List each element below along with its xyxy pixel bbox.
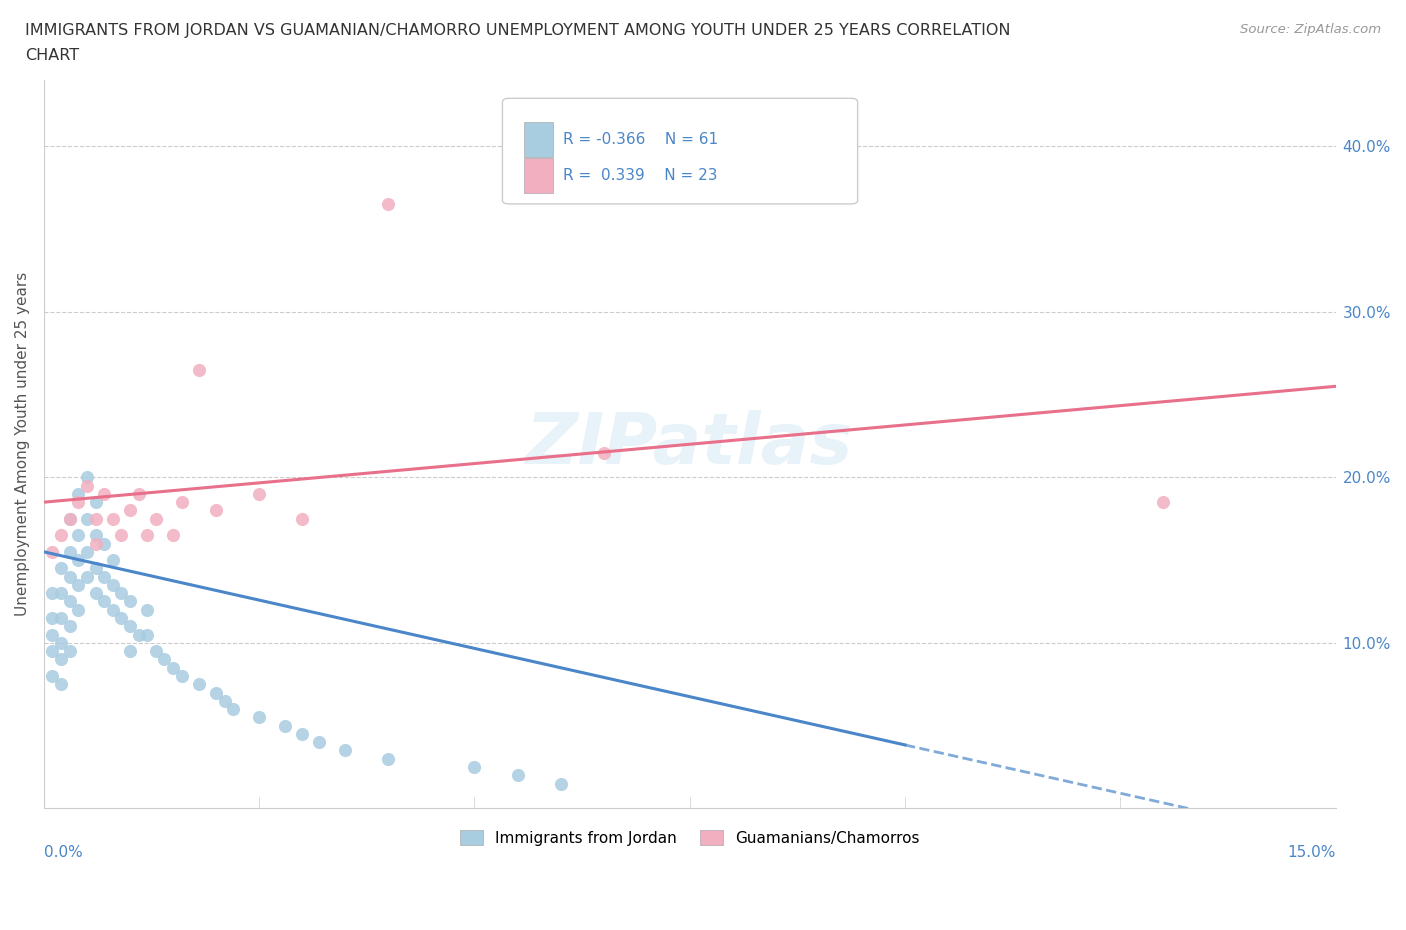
- Point: [101, 552, 124, 567]
- Point: [49, 677, 72, 692]
- Point: [118, 644, 141, 658]
- Point: [93, 594, 115, 609]
- FancyBboxPatch shape: [524, 158, 553, 193]
- Point: [592, 445, 614, 460]
- Point: [118, 503, 141, 518]
- Point: [101, 603, 124, 618]
- Legend: Immigrants from Jordan, Guamanians/Chamorros: Immigrants from Jordan, Guamanians/Chamo…: [454, 824, 925, 852]
- Point: [76, 478, 98, 493]
- Point: [67, 603, 90, 618]
- Point: [187, 363, 209, 378]
- Point: [76, 470, 98, 485]
- Point: [308, 735, 330, 750]
- Point: [145, 512, 167, 526]
- Point: [76, 512, 98, 526]
- Point: [41, 586, 63, 601]
- Point: [1152, 495, 1174, 510]
- Y-axis label: Unemployment Among Youth under 25 years: Unemployment Among Youth under 25 years: [15, 272, 30, 617]
- Point: [377, 751, 399, 766]
- Point: [67, 528, 90, 543]
- Point: [76, 544, 98, 559]
- Point: [377, 197, 399, 212]
- Point: [118, 618, 141, 633]
- Point: [67, 486, 90, 501]
- Point: [93, 536, 115, 551]
- Point: [41, 627, 63, 642]
- Point: [59, 512, 82, 526]
- Point: [49, 611, 72, 626]
- Point: [93, 486, 115, 501]
- Text: Source: ZipAtlas.com: Source: ZipAtlas.com: [1240, 23, 1381, 36]
- Point: [84, 586, 107, 601]
- Point: [110, 528, 132, 543]
- Point: [136, 528, 159, 543]
- Text: IMMIGRANTS FROM JORDAN VS GUAMANIAN/CHAMORRO UNEMPLOYMENT AMONG YOUTH UNDER 25 Y: IMMIGRANTS FROM JORDAN VS GUAMANIAN/CHAM…: [25, 23, 1011, 38]
- Point: [59, 569, 82, 584]
- Text: 0.0%: 0.0%: [44, 844, 83, 860]
- Point: [128, 486, 150, 501]
- Point: [49, 586, 72, 601]
- Point: [136, 627, 159, 642]
- Point: [41, 544, 63, 559]
- Point: [59, 644, 82, 658]
- Point: [153, 652, 176, 667]
- Text: R = -0.366    N = 61: R = -0.366 N = 61: [564, 132, 718, 147]
- Text: CHART: CHART: [25, 48, 79, 63]
- Point: [291, 726, 314, 741]
- Point: [41, 644, 63, 658]
- Point: [76, 569, 98, 584]
- Point: [247, 710, 270, 724]
- Point: [205, 685, 228, 700]
- Point: [506, 768, 529, 783]
- Point: [84, 495, 107, 510]
- Point: [222, 701, 245, 716]
- Point: [93, 569, 115, 584]
- Point: [59, 618, 82, 633]
- Point: [162, 528, 184, 543]
- FancyBboxPatch shape: [502, 99, 858, 204]
- Point: [291, 512, 314, 526]
- Text: ZIPatlas: ZIPatlas: [526, 410, 853, 479]
- Point: [67, 578, 90, 592]
- Point: [67, 552, 90, 567]
- Point: [128, 627, 150, 642]
- Point: [335, 743, 357, 758]
- Point: [187, 677, 209, 692]
- FancyBboxPatch shape: [524, 122, 553, 157]
- Point: [136, 603, 159, 618]
- Point: [170, 495, 193, 510]
- Point: [49, 652, 72, 667]
- Point: [145, 644, 167, 658]
- Point: [41, 669, 63, 684]
- Point: [67, 495, 90, 510]
- Point: [59, 594, 82, 609]
- Point: [550, 777, 572, 791]
- Point: [41, 611, 63, 626]
- Point: [247, 486, 270, 501]
- Point: [110, 586, 132, 601]
- Point: [101, 578, 124, 592]
- Point: [205, 503, 228, 518]
- Point: [214, 694, 236, 709]
- Point: [118, 594, 141, 609]
- Point: [162, 660, 184, 675]
- Point: [49, 528, 72, 543]
- Point: [49, 635, 72, 650]
- Text: R =  0.339    N = 23: R = 0.339 N = 23: [564, 168, 717, 183]
- Point: [274, 718, 297, 733]
- Point: [110, 611, 132, 626]
- Text: 15.0%: 15.0%: [1286, 844, 1336, 860]
- Point: [170, 669, 193, 684]
- Point: [59, 512, 82, 526]
- Point: [84, 528, 107, 543]
- Point: [59, 544, 82, 559]
- Point: [84, 561, 107, 576]
- Point: [101, 512, 124, 526]
- Point: [463, 760, 485, 775]
- Point: [49, 561, 72, 576]
- Point: [84, 536, 107, 551]
- Point: [84, 512, 107, 526]
